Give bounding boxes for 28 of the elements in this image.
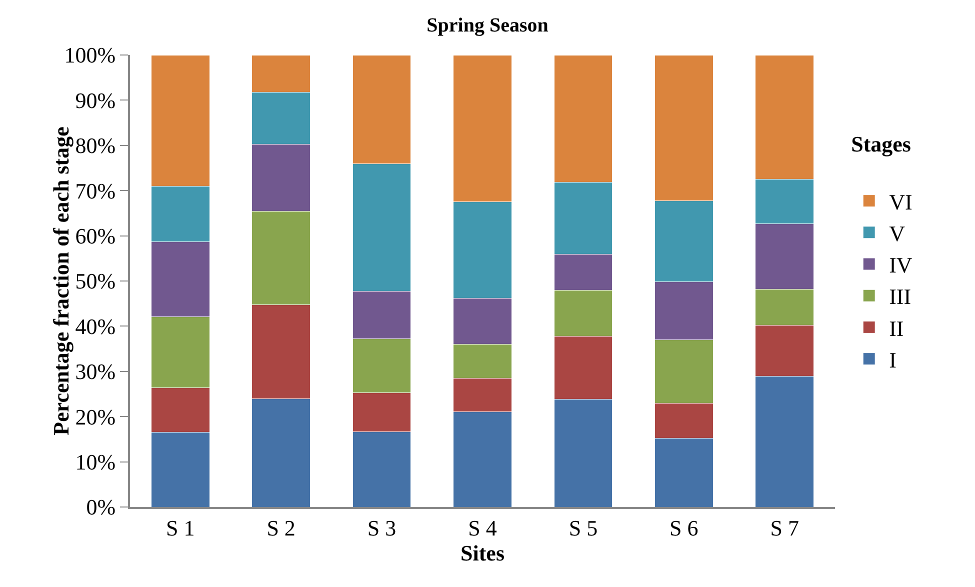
x-tick-label: S 6	[670, 515, 698, 540]
x-tick-label: S 7	[770, 515, 800, 540]
legend-label: IV	[889, 252, 912, 278]
y-tick-label: 80%	[75, 133, 116, 158]
x-tick-label: S 3	[367, 515, 396, 540]
x-axis-title: Sites	[460, 540, 505, 566]
x-tick-label: S 5	[568, 515, 598, 540]
y-tick-label: 100%	[64, 42, 116, 68]
y-tick-label: 20%	[75, 404, 116, 430]
legend-label: V	[889, 220, 906, 246]
x-tick-label: S 1	[166, 515, 195, 540]
y-tick-label: 70%	[75, 178, 116, 204]
chart-title: Spring Season	[426, 14, 548, 37]
y-axis-title: Percentage fraction of each stage	[48, 126, 74, 436]
legend-title: Stages	[851, 131, 912, 156]
legend-label: II	[889, 316, 904, 341]
x-tick-label: S 2	[266, 515, 296, 540]
y-tick-label: 90%	[75, 88, 116, 113]
y-tick-label: 50%	[75, 268, 116, 294]
legend-label: I	[889, 347, 896, 372]
y-tick-label: 60%	[75, 224, 116, 248]
x-tick-label: S 4	[468, 515, 497, 540]
legend-label: III	[889, 284, 912, 310]
legend-label: VI	[889, 189, 912, 214]
y-tick-label: 40%	[75, 314, 116, 339]
y-tick-label: 0%	[86, 494, 116, 520]
y-tick-label: 30%	[75, 359, 116, 384]
y-tick-label: 10%	[75, 450, 116, 474]
